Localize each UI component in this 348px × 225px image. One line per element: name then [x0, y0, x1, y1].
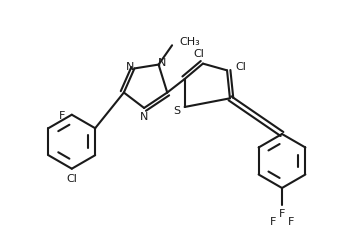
Text: Cl: Cl — [193, 49, 205, 59]
Text: F: F — [270, 216, 277, 225]
Text: Cl: Cl — [235, 61, 246, 71]
Text: CH₃: CH₃ — [180, 37, 200, 47]
Text: N: N — [126, 61, 134, 71]
Text: N: N — [140, 111, 148, 121]
Text: Cl: Cl — [66, 173, 77, 184]
Text: F: F — [59, 110, 65, 120]
Text: F: F — [279, 208, 285, 218]
Text: F: F — [287, 216, 294, 225]
Text: S: S — [173, 106, 181, 115]
Text: N: N — [158, 57, 167, 67]
